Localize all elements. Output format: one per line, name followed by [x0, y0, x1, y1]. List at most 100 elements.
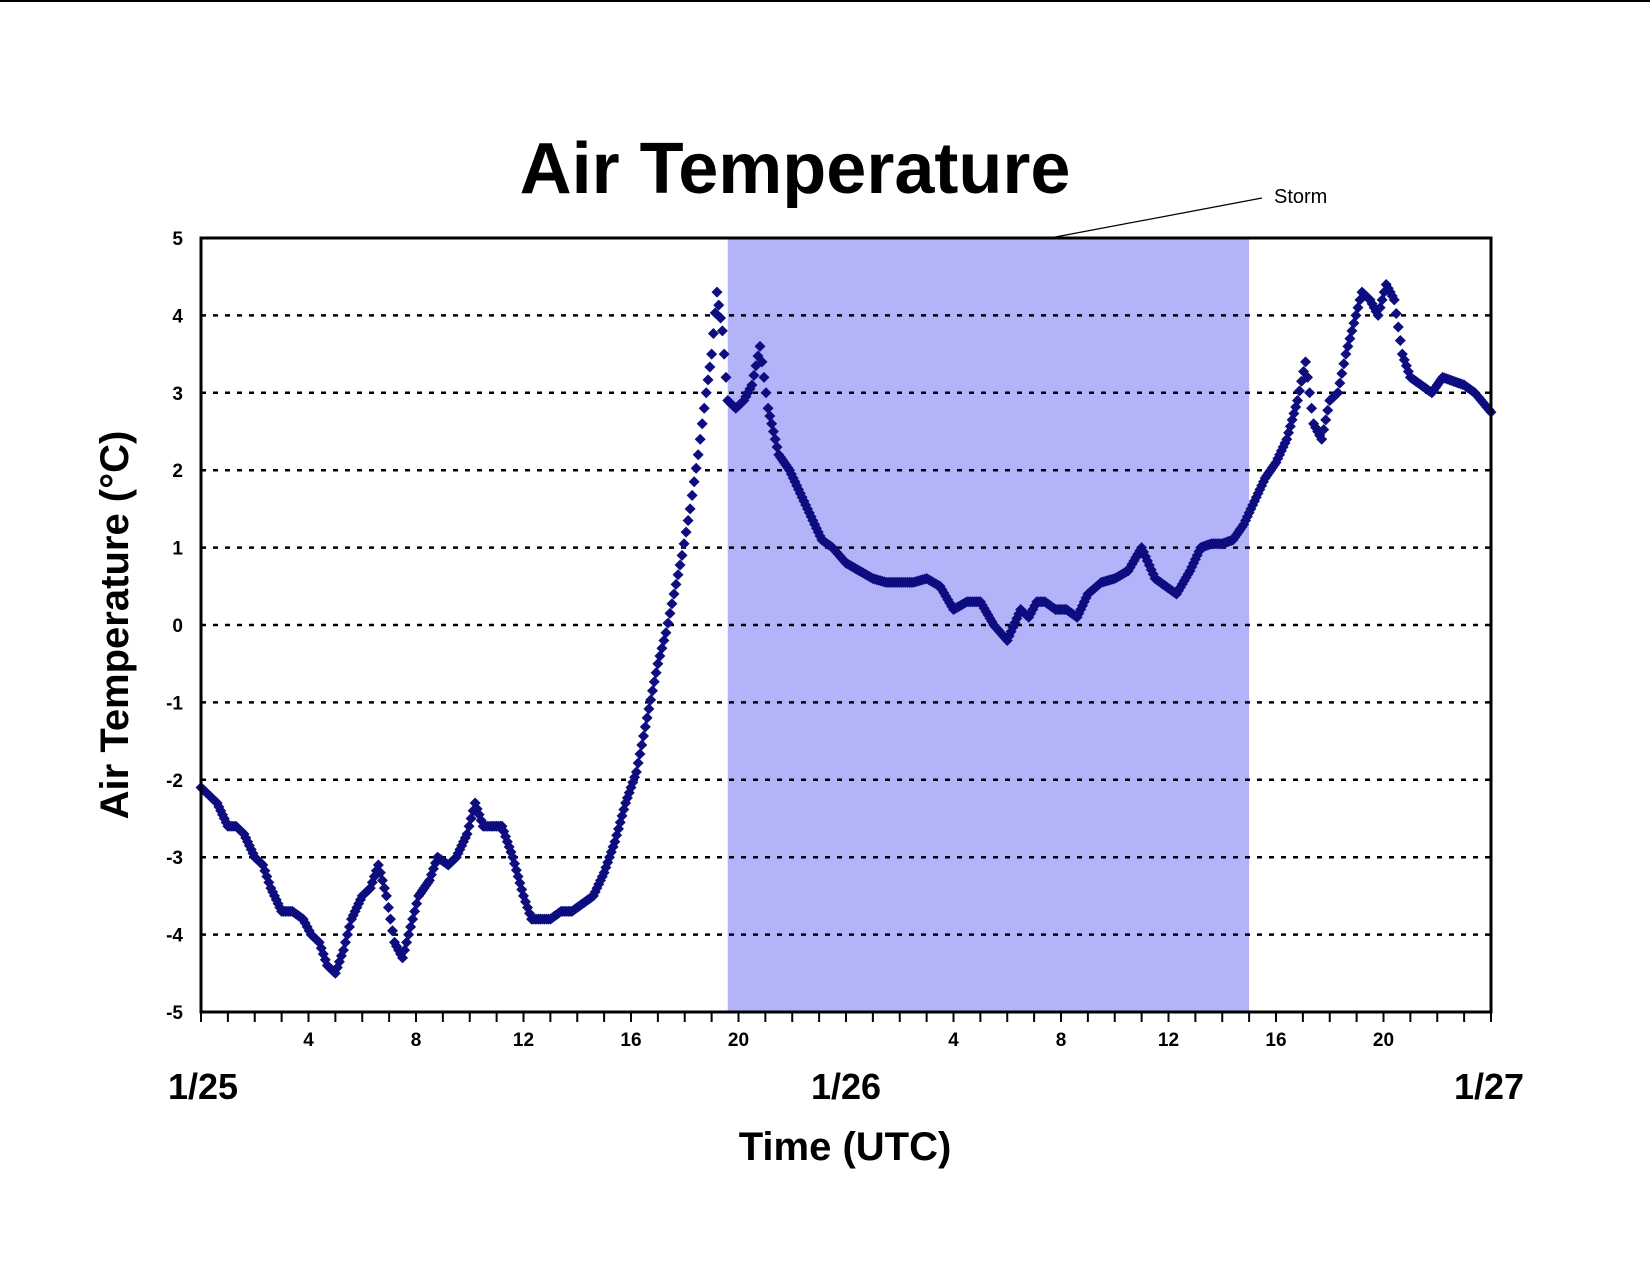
x-tick-label: 12 — [513, 1030, 534, 1051]
data-point — [754, 340, 766, 352]
data-point — [690, 462, 702, 474]
data-point — [380, 890, 392, 902]
data-point — [1318, 424, 1330, 436]
data-point — [700, 387, 712, 399]
data-point — [664, 607, 676, 619]
data-point — [684, 503, 696, 515]
y-tick-label: -4 — [166, 926, 183, 947]
data-point — [666, 598, 678, 610]
data-point — [645, 694, 657, 706]
x-tick-label: 16 — [1265, 1030, 1286, 1051]
y-axis-ticks: -5 -4 -3 -2 -1 0 1 2 3 4 5 — [166, 229, 183, 1024]
data-point — [1320, 414, 1332, 426]
date-label: 1/26 — [811, 1066, 881, 1107]
data-point — [632, 757, 644, 769]
data-point — [680, 526, 692, 538]
x-tick-label: 20 — [1373, 1030, 1394, 1051]
data-point — [1304, 387, 1316, 399]
data-point — [1302, 371, 1314, 383]
data-point — [707, 327, 719, 339]
data-point — [638, 730, 650, 742]
data-point — [706, 348, 718, 360]
data-point — [1394, 335, 1406, 347]
y-tick-label: 3 — [172, 384, 183, 405]
data-point — [756, 356, 768, 368]
data-point — [1336, 367, 1348, 379]
y-tick-label: -3 — [166, 848, 183, 869]
data-point — [1294, 385, 1306, 397]
data-point — [1352, 302, 1364, 314]
data-point — [698, 402, 710, 414]
data-point — [1350, 309, 1362, 321]
data-point — [674, 559, 686, 571]
data-point — [1342, 340, 1354, 352]
y-tick-label: 1 — [172, 539, 183, 560]
data-point — [688, 476, 700, 488]
y-tick-label: -5 — [166, 1003, 183, 1024]
top-border-rule — [0, 0, 1650, 2]
plot-frame — [199, 236, 1493, 1014]
data-point — [1348, 317, 1360, 329]
data-point — [1340, 348, 1352, 360]
data-points — [195, 278, 1497, 979]
x-axis-ticks: 4 8 12 16 20 4 8 12 16 20 — [200, 1012, 1492, 1051]
data-point — [1344, 333, 1356, 345]
data-point — [672, 569, 684, 581]
data-point — [676, 549, 688, 561]
data-point — [801, 503, 813, 515]
data-point — [386, 925, 398, 937]
data-point — [1332, 387, 1344, 399]
data-point — [399, 944, 411, 956]
x-tick-label: 12 — [1158, 1030, 1179, 1051]
x-axis-label: Time (UTC) — [739, 1125, 952, 1169]
data-point — [463, 820, 475, 832]
data-point — [634, 748, 646, 760]
storm-annotation-leader — [1049, 197, 1263, 239]
data-point — [650, 667, 662, 679]
data-point — [343, 921, 355, 933]
data-point — [654, 650, 666, 662]
chart-title: Air Temperature — [520, 129, 1071, 209]
data-point — [658, 634, 670, 646]
data-point — [503, 841, 515, 853]
data-point — [648, 676, 660, 688]
data-point — [407, 913, 419, 925]
data-point — [1376, 294, 1388, 306]
data-point — [711, 286, 723, 298]
data-point — [1243, 507, 1255, 519]
data-point — [764, 410, 776, 422]
data-point — [461, 828, 473, 840]
data-point — [643, 703, 655, 715]
data-point — [662, 617, 674, 629]
data-point — [748, 369, 760, 381]
data-point — [403, 929, 415, 941]
data-point — [337, 944, 349, 956]
data-point — [771, 441, 783, 453]
data-point — [1292, 395, 1303, 407]
data-point — [767, 426, 779, 437]
data-point — [1390, 307, 1402, 319]
data-point — [694, 433, 706, 445]
x-tick-label: 8 — [1056, 1030, 1067, 1051]
data-point — [1374, 302, 1386, 314]
data-point — [670, 578, 682, 590]
data-point — [718, 348, 730, 360]
data-point — [341, 929, 353, 941]
data-point — [247, 847, 259, 859]
y-tick-label: 4 — [172, 306, 183, 327]
data-point — [682, 515, 694, 527]
data-point — [636, 739, 648, 751]
data-point — [762, 402, 774, 414]
y-tick-label: 0 — [172, 616, 183, 637]
data-point — [378, 882, 390, 894]
data-point — [1388, 294, 1400, 306]
data-point — [411, 898, 423, 910]
y-axis-label: Air Temperature (°C) — [93, 431, 137, 820]
data-point — [372, 859, 384, 871]
data-point — [405, 921, 417, 933]
data-point — [702, 374, 714, 386]
date-label: 1/25 — [168, 1066, 238, 1107]
data-point — [1306, 402, 1318, 414]
y-tick-label: 2 — [172, 461, 183, 482]
